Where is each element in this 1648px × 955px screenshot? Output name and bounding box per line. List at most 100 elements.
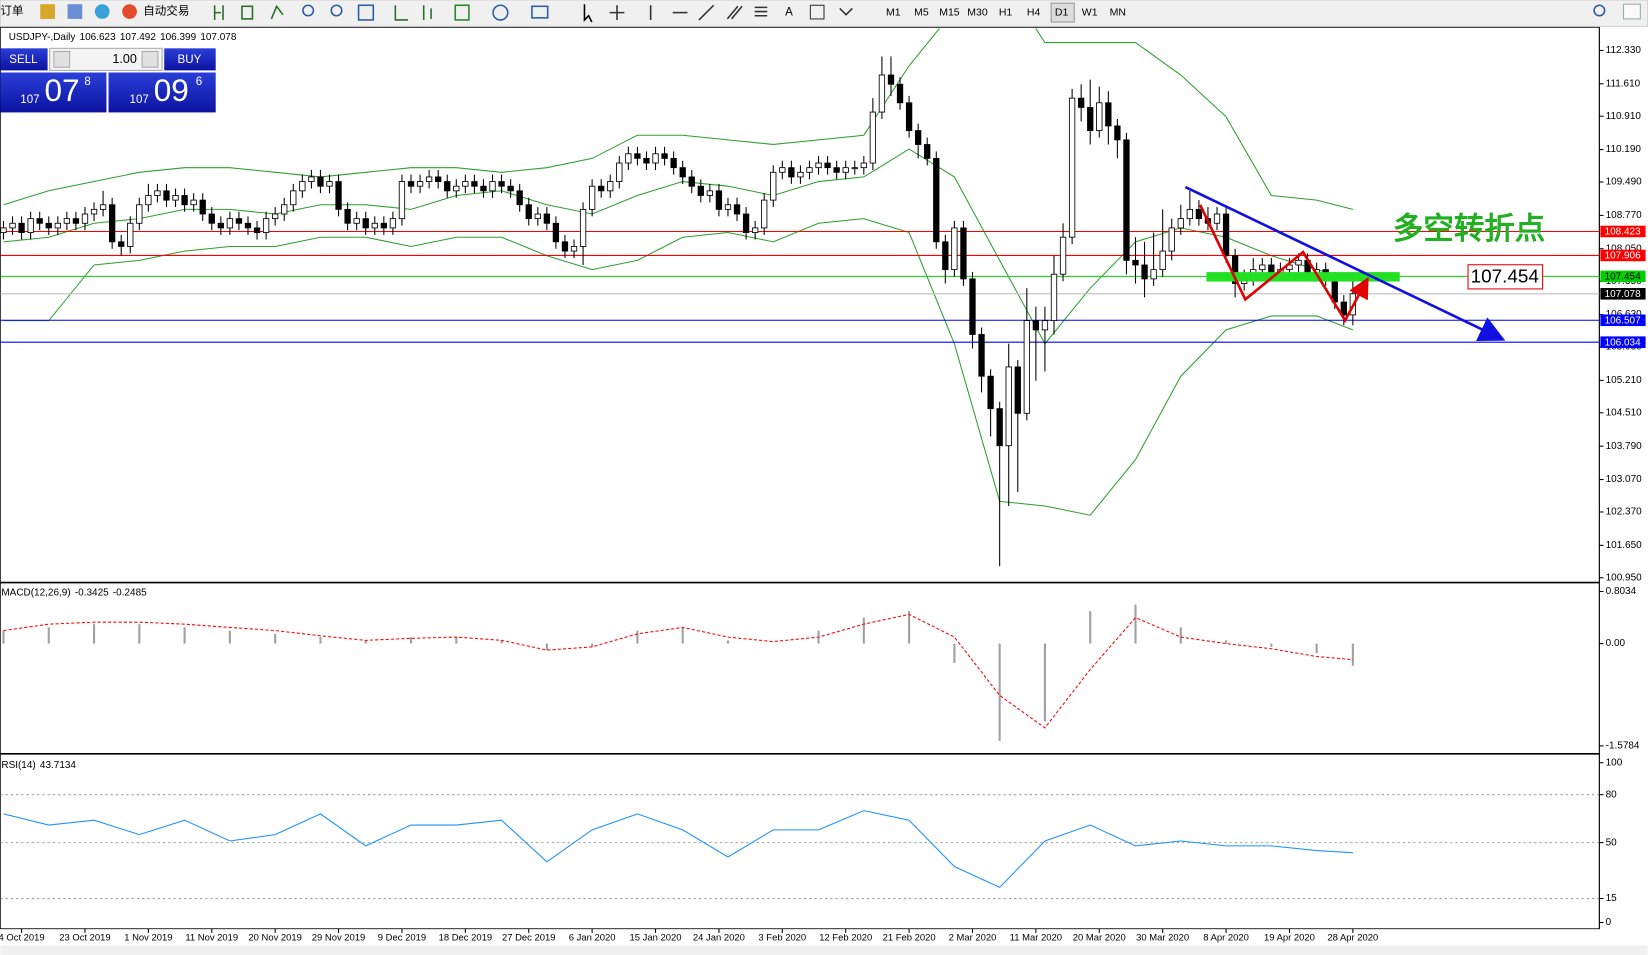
candle-body — [45, 222, 52, 229]
auto-trade-icon[interactable] — [122, 4, 137, 19]
candle-body — [99, 204, 107, 210]
candle-body — [36, 218, 43, 224]
x-tick-label: 12 Feb 2020 — [819, 933, 872, 944]
candle-body — [1222, 213, 1230, 257]
timeframe-button[interactable]: M30 — [967, 6, 988, 18]
chart-frame — [0, 26, 1600, 930]
candle-body — [1132, 259, 1139, 266]
text-tool[interactable]: A — [785, 7, 793, 19]
x-tick-label: 15 Jan 2020 — [630, 933, 682, 944]
candle-body — [398, 181, 406, 220]
x-tick-label: 19 Apr 2020 — [1264, 933, 1315, 944]
x-tick-label: 9 Dec 2019 — [378, 933, 426, 944]
chat-icon[interactable] — [1622, 3, 1641, 20]
candle-body — [570, 246, 578, 252]
lot-input[interactable] — [49, 47, 163, 71]
candle-body — [362, 218, 369, 229]
macd-tick-label: 0.8034 — [1606, 586, 1637, 597]
y-tick-label: 102.370 — [1606, 507, 1642, 518]
candle-body — [915, 130, 922, 145]
sell-button[interactable] — [0, 48, 48, 71]
candle-body — [444, 181, 451, 192]
header-value: 106.399 — [160, 31, 196, 42]
ask-main: 09 — [154, 72, 189, 108]
auto-trade-button[interactable]: 自动交易 — [143, 4, 189, 18]
candle-body — [435, 176, 442, 182]
candle-body — [1259, 264, 1266, 271]
timeframe-button[interactable]: M15 — [939, 6, 960, 18]
candle-body — [154, 190, 161, 196]
candle-body — [815, 162, 822, 169]
bid-box[interactable] — [0, 72, 107, 113]
zigzag — [1198, 204, 1369, 324]
lot-up[interactable] — [141, 50, 159, 68]
icon[interactable] — [67, 4, 83, 19]
candle-body — [109, 204, 116, 243]
scrollbar — [0, 945, 1648, 955]
level-label-box — [1600, 270, 1646, 283]
candle-body — [1096, 102, 1103, 132]
x-tick-label: 8 Apr 2020 — [1203, 933, 1249, 944]
y-tick-label: 112.330 — [1606, 45, 1642, 56]
rsi-tick-label: 15 — [1606, 893, 1618, 904]
candle-body — [751, 227, 759, 233]
lot-down[interactable] — [53, 50, 71, 68]
candle-body — [616, 162, 623, 182]
candle-body — [172, 195, 179, 201]
timeframe-button[interactable]: H1 — [999, 6, 1013, 18]
timeframe-button[interactable]: M5 — [914, 6, 929, 18]
candle-body — [1213, 213, 1221, 224]
rsi-tick-label: 100 — [1606, 757, 1623, 768]
price-callout-box — [1467, 264, 1544, 290]
toolbar-icons[interactable] — [213, 4, 853, 23]
chart-header: USDJPY-,Daily 106.623 107.492 106.399 107.07… — [9, 31, 237, 42]
candle-body — [226, 218, 234, 229]
candle-body — [607, 181, 614, 192]
header-value: 107.078 — [200, 31, 236, 42]
candle-body — [1150, 269, 1157, 280]
x-tick-label: 6 Jan 2020 — [569, 933, 616, 944]
header-value: 106.623 — [80, 31, 116, 42]
candle-body — [797, 171, 804, 178]
candle-body — [824, 162, 831, 169]
y-tick-label: 101.650 — [1606, 540, 1642, 551]
label-tool[interactable] — [809, 4, 825, 20]
rsi-header: RSI(14) 43.7134 — [1, 759, 76, 770]
buy-button[interactable] — [164, 48, 216, 71]
drawn-objects: 107.454 多空转折点 — [1184, 185, 1545, 342]
candle-body — [588, 185, 596, 210]
timeframe-button[interactable]: D1 — [1055, 6, 1069, 18]
candle-body — [987, 375, 994, 410]
candle-body — [498, 181, 505, 187]
timeframe-button[interactable]: W1 — [1082, 6, 1098, 18]
search-icon[interactable] — [1593, 4, 1606, 17]
macd-tick-label: 0.00 — [1606, 638, 1626, 649]
toolbar: 订单 自动交易 A M1 M5 M15 M30 H1 H4 D1 W1 MN — [0, 0, 1648, 27]
price-callout: 107.454 — [1471, 266, 1539, 287]
candle-body — [724, 204, 732, 210]
timeframe-button[interactable]: H4 — [1027, 6, 1041, 18]
bollinger-lower — [3, 218, 1354, 516]
timeframe-button[interactable]: MN — [1110, 6, 1126, 18]
x-tick-label: 23 Oct 2019 — [59, 933, 110, 944]
candle-body — [643, 157, 650, 164]
icon[interactable] — [40, 4, 55, 19]
order-button[interactable]: 订单 — [0, 5, 23, 18]
candle-body — [416, 181, 424, 187]
ask-box[interactable] — [108, 72, 216, 113]
candle-body — [199, 199, 206, 215]
candle-body — [1068, 97, 1076, 238]
candle-body — [679, 167, 686, 178]
candle-body — [770, 171, 777, 201]
level-label-box — [1600, 314, 1646, 327]
candle-body — [896, 83, 904, 104]
x-tick-label: 4 Oct 2019 — [0, 933, 45, 944]
timeframe-button[interactable]: M1 — [886, 6, 901, 18]
candle-body — [480, 185, 487, 192]
icon[interactable] — [94, 4, 110, 19]
y-tick-label: 100.950 — [1606, 572, 1642, 583]
candle-body — [688, 176, 695, 187]
trend-line — [1184, 185, 1506, 342]
header-value: RSI(14) — [1, 759, 35, 770]
candle-body — [81, 213, 89, 224]
